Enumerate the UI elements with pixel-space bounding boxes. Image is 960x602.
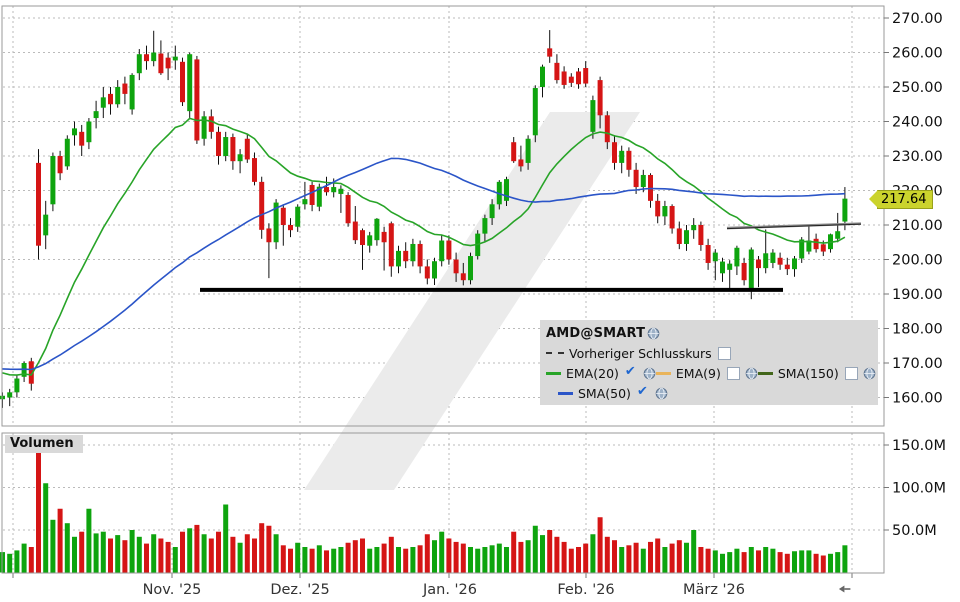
chart-legend: AMD@SMART Vorheriger Schlusskurs EMA(20)… [540, 320, 878, 405]
svg-text:210.00: 210.00 [892, 218, 943, 234]
svg-text:50.0M: 50.0M [892, 523, 937, 539]
sma50-line [2, 157, 845, 371]
globe-icon[interactable] [863, 367, 876, 380]
globe-icon[interactable] [643, 367, 656, 380]
svg-text:150.0M: 150.0M [892, 438, 946, 454]
last-price-value: 217.64 [881, 192, 927, 207]
ema20-checkbox[interactable] [625, 364, 638, 380]
globe-icon[interactable] [655, 387, 668, 400]
svg-text:März '26: März '26 [683, 582, 745, 598]
sma50-checkbox[interactable] [637, 384, 650, 400]
ema9-line-sample [655, 371, 671, 375]
scroll-left-icon[interactable] [838, 585, 851, 593]
prev-close-line-sample [546, 352, 564, 354]
globe-icon[interactable] [647, 327, 660, 340]
svg-text:Jan. '26: Jan. '26 [422, 582, 477, 598]
legend-label-sma150: SMA(150) [777, 365, 839, 381]
symbol-label: AMD@SMART [546, 325, 646, 341]
legend-label-sma50: SMA(50) [578, 385, 631, 401]
svg-text:250.00: 250.00 [892, 80, 943, 96]
svg-text:240.00: 240.00 [892, 115, 943, 131]
ema9-checkbox[interactable] [726, 366, 740, 380]
volume-panel-label: Volumen [5, 435, 83, 453]
svg-text:170.00: 170.00 [892, 356, 943, 372]
sma150-line-sample [757, 371, 773, 375]
svg-text:200.00: 200.00 [892, 253, 943, 269]
legend-row-prev-close: Vorheriger Schlusskurs [546, 343, 872, 363]
legend-row-ema-sma: EMA(20) EMA(9) SMA(150) [546, 363, 876, 383]
legend-label-ema9: EMA(9) [675, 365, 721, 381]
svg-text:160.00: 160.00 [892, 391, 943, 407]
svg-text:260.00: 260.00 [892, 46, 943, 62]
sma50-line-sample [558, 391, 573, 395]
sma150-checkbox[interactable] [844, 366, 858, 380]
globe-icon[interactable] [745, 367, 758, 380]
trend-line-edge [726, 223, 862, 230]
svg-text:Dez. '25: Dez. '25 [270, 582, 329, 598]
legend-row-symbol: AMD@SMART [546, 323, 872, 343]
price-tag-arrow-icon [869, 190, 878, 208]
svg-text:100.0M: 100.0M [892, 481, 946, 497]
axes-layer: 270.00260.00250.00240.00230.00220.00210.… [1, 5, 946, 598]
svg-text:190.00: 190.00 [892, 287, 943, 303]
legend-row-sma50: SMA(50) [546, 383, 872, 403]
svg-text:Nov. '25: Nov. '25 [143, 582, 202, 598]
ema20-line [2, 117, 846, 376]
volume-bars-layer [0, 445, 848, 573]
ema20-line-sample [546, 371, 561, 375]
last-price-tag: 217.64 [869, 190, 933, 209]
prev-close-checkbox[interactable] [717, 346, 731, 360]
indicator-lines-layer [2, 117, 846, 376]
svg-text:270.00: 270.00 [892, 11, 943, 27]
watermark [304, 112, 640, 490]
legend-label-prev-close: Vorheriger Schlusskurs [569, 345, 712, 361]
legend-label-ema20: EMA(20) [566, 365, 619, 381]
annotation-lines-layer[interactable] [200, 222, 862, 292]
svg-text:180.00: 180.00 [892, 322, 943, 338]
brand-watermark-icon [304, 112, 640, 490]
svg-text:230.00: 230.00 [892, 149, 943, 165]
svg-text:Feb. '26: Feb. '26 [557, 582, 614, 598]
